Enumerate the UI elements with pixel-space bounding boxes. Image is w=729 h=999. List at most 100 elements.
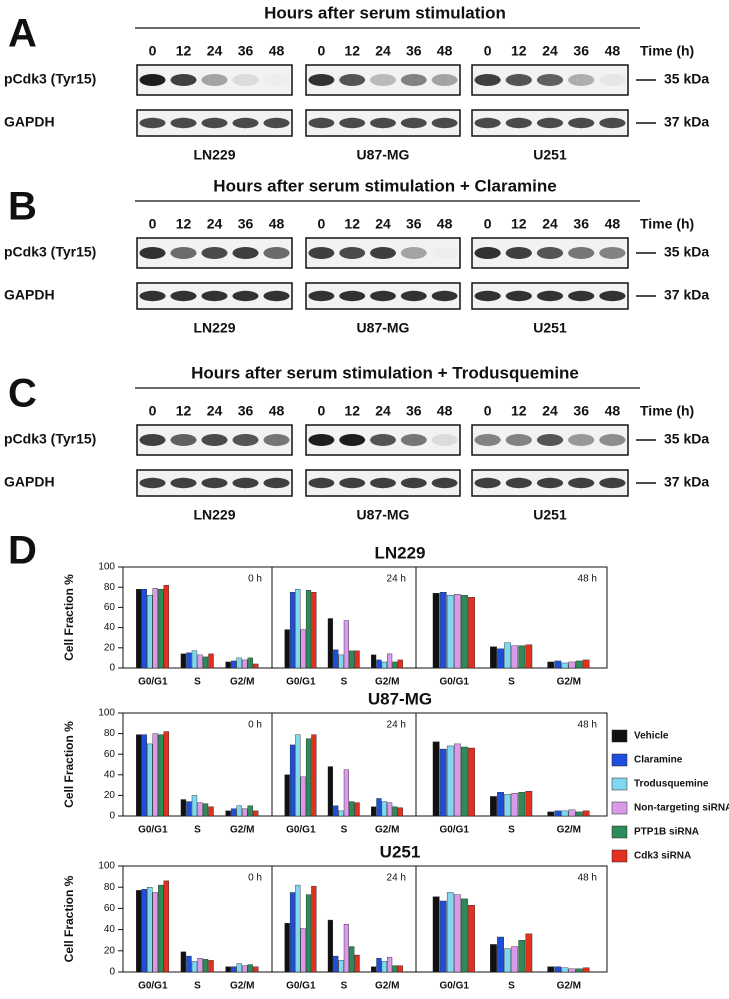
- band: [431, 477, 458, 489]
- x-tick-label: G0/G1: [439, 825, 469, 836]
- bar: [338, 810, 344, 817]
- y-tick-label: 80: [104, 728, 116, 739]
- legend-label: Trodusquemine: [634, 779, 709, 790]
- band: [308, 477, 335, 489]
- band: [201, 74, 228, 86]
- bar: [236, 657, 242, 669]
- bar: [158, 884, 164, 973]
- band: [308, 74, 335, 86]
- bar: [197, 654, 203, 669]
- time-tick: 0: [318, 43, 326, 59]
- bar: [454, 594, 461, 669]
- bar: [197, 958, 203, 973]
- bar: [439, 748, 447, 817]
- time-tick: 12: [511, 403, 527, 419]
- bar: [333, 955, 339, 973]
- bar: [343, 769, 350, 817]
- chart-title: LN229: [374, 543, 425, 562]
- time-tick: 48: [605, 403, 621, 419]
- bar: [141, 589, 147, 669]
- band: [139, 247, 166, 259]
- x-tick-label: G2/M: [375, 981, 399, 992]
- band: [599, 434, 626, 446]
- band: [370, 477, 396, 489]
- band: [201, 247, 228, 259]
- x-tick-label: G0/G1: [439, 981, 469, 992]
- bar: [158, 589, 164, 669]
- x-tick-label: S: [341, 677, 348, 688]
- band: [308, 290, 335, 302]
- time-tick: 0: [484, 43, 492, 59]
- bar: [497, 648, 504, 669]
- y-tick-label: 100: [98, 562, 115, 573]
- y-axis-label: Cell Fraction %: [62, 875, 76, 962]
- bar: [497, 936, 504, 973]
- time-tick: 24: [207, 403, 223, 419]
- band: [339, 434, 366, 446]
- bar: [236, 805, 242, 817]
- band: [339, 117, 366, 129]
- time-tick: 0: [149, 43, 157, 59]
- bar: [387, 956, 393, 973]
- x-tick-label: G2/M: [230, 677, 254, 688]
- bar: [349, 946, 355, 973]
- band: [201, 434, 228, 446]
- bar: [333, 649, 339, 669]
- x-tick-label: G0/G1: [286, 677, 316, 688]
- time-tick: 36: [406, 403, 422, 419]
- bar: [554, 660, 562, 669]
- x-tick-label: S: [341, 981, 348, 992]
- band: [474, 477, 501, 489]
- bar: [397, 965, 403, 973]
- band: [370, 290, 396, 302]
- bar: [582, 659, 590, 669]
- band: [568, 74, 595, 86]
- bar: [300, 629, 306, 669]
- bar: [371, 806, 377, 817]
- y-tick-label: 80: [104, 582, 116, 593]
- size-label: 37 kDa: [664, 287, 709, 303]
- bar: [554, 966, 562, 973]
- bar: [295, 589, 301, 669]
- x-tick-label: G0/G1: [286, 825, 316, 836]
- x-tick-label: G0/G1: [138, 677, 168, 688]
- y-tick-label: 20: [104, 945, 116, 956]
- bar: [147, 595, 153, 669]
- band: [170, 290, 197, 302]
- bar: [311, 592, 317, 669]
- time-tick: 12: [344, 403, 360, 419]
- panel-label: 0 h: [248, 873, 262, 884]
- band: [474, 74, 501, 86]
- bar: [163, 584, 170, 669]
- bar: [582, 967, 590, 973]
- band: [400, 74, 427, 86]
- bar: [289, 592, 296, 669]
- legend-label: Cdk3 siRNA: [634, 851, 691, 862]
- bar: [141, 734, 147, 817]
- band: [568, 117, 595, 129]
- band: [263, 290, 290, 302]
- bar: [208, 960, 214, 973]
- time-tick: 36: [406, 216, 422, 232]
- panel-label: 48 h: [578, 574, 597, 585]
- band: [139, 74, 166, 86]
- band: [400, 477, 427, 489]
- time-tick: 48: [269, 43, 285, 59]
- band: [263, 74, 289, 86]
- bar: [230, 966, 237, 973]
- y-tick-label: 0: [109, 811, 115, 822]
- cell-line: U251: [533, 507, 567, 523]
- time-tick: 0: [484, 216, 492, 232]
- band: [474, 247, 501, 259]
- band: [339, 477, 366, 489]
- chart-title: U251: [380, 842, 421, 861]
- band: [431, 74, 458, 86]
- bar: [490, 944, 497, 973]
- time-tick: 36: [573, 43, 589, 59]
- time-tick: 24: [375, 216, 391, 232]
- bar: [454, 743, 461, 817]
- chart-title: U87-MG: [368, 689, 432, 708]
- bar: [284, 774, 290, 817]
- band: [432, 247, 458, 259]
- time-tick: 12: [511, 43, 527, 59]
